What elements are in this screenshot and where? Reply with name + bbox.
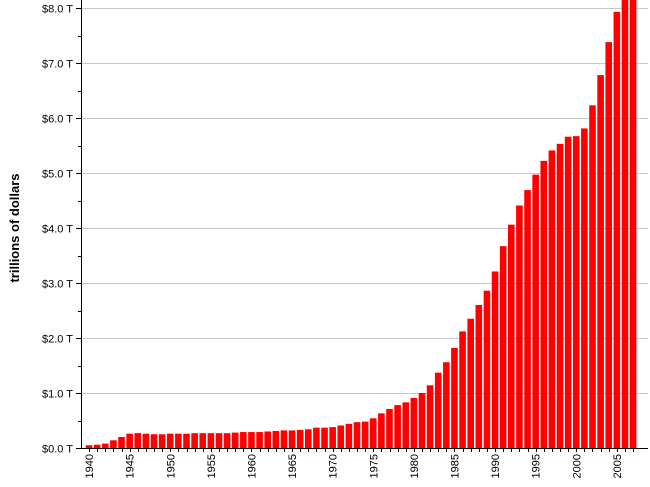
bar [93,444,101,448]
x-tick-label: 1990 [490,454,502,478]
bar [231,432,239,448]
bar [191,433,198,448]
bar [581,128,588,448]
bar [410,397,418,448]
bar [556,143,564,448]
bar [313,427,320,448]
bar [223,433,231,448]
x-tick-label: 1975 [368,454,380,478]
y-tick-label: $8.0 T [42,4,73,16]
x-tick-label: 1965 [287,454,299,478]
y-tick-label: $2.0 T [42,334,73,346]
bar [256,432,263,448]
bar [175,433,182,448]
bar [508,224,515,448]
bar [102,443,109,448]
bar [629,0,637,448]
gridlines [81,8,648,394]
bar [321,427,328,448]
y-tick-label: $5.0 T [42,169,73,181]
bar [572,136,580,448]
bar [443,362,450,448]
bar [451,347,458,448]
y-tick-label: $6.0 T [42,114,73,126]
bar [280,430,288,448]
bar [272,430,280,448]
bar [199,433,207,448]
bar [467,318,474,448]
x-tick-labels: 1940 1945 1950 1955 1960 1965 1970 1975 1980 1985… [84,454,624,478]
bar [134,433,142,448]
y-tick-label: $7.0 T [42,59,73,71]
bar [524,190,531,449]
bar [548,150,556,448]
bar [345,423,353,448]
x-tick-label: 2005 [612,454,624,478]
bar [564,136,572,448]
bar [589,105,596,448]
axes [76,0,648,452]
bar [459,331,466,448]
bar [613,11,621,448]
x-tick-label: 1955 [206,454,218,478]
bar [118,437,125,448]
bars [85,0,637,449]
bar [378,413,385,448]
bar [394,405,401,448]
bar [240,432,247,448]
bar [166,433,174,448]
y-tick-labels: $0.0 T $1.0 T $2.0 T $3.0 T $4.0 T $5.0 T $6.0… [42,4,73,456]
bar [248,432,255,448]
bar [369,418,377,448]
y-axis-title: trillions of dollars [7,173,22,282]
bar [329,427,336,448]
bar [402,402,410,448]
bar [361,421,369,448]
x-tick-label: 1995 [531,454,543,478]
x-tick-label: 1980 [409,454,421,478]
x-tick-label: 1960 [247,454,259,478]
y-tick-label: $1.0 T [42,389,73,401]
bar [337,425,345,448]
bar [597,75,604,448]
bar [426,385,434,448]
bar [491,271,499,448]
bar [418,393,426,448]
bar [483,290,491,448]
y-tick-label: $3.0 T [42,279,73,291]
bar [353,422,361,448]
x-tick-label: 1945 [125,454,137,478]
y-tick-label: $0.0 T [42,444,73,456]
bar [605,42,613,448]
x-tick-label: 1970 [328,454,340,478]
bar [499,246,507,448]
bar [126,433,133,448]
bar [183,433,190,448]
bar [158,434,166,448]
x-tick-label: 1940 [84,454,96,478]
bar [85,445,93,448]
bar [434,372,442,448]
x-tick-label: 2000 [571,454,583,478]
bar [540,160,548,448]
bar [264,431,271,448]
x-tick-label: 1950 [165,454,177,478]
bar [150,434,158,448]
x-tick-label: 1985 [450,454,462,478]
bar [621,0,629,448]
y-tick-label: $4.0 T [42,224,73,236]
bar [215,433,223,448]
bar [305,429,312,448]
bar [475,305,483,448]
bar [142,433,150,448]
bar [110,440,117,448]
bar [516,205,523,448]
bar [386,408,393,448]
bar [296,429,304,448]
bar [207,433,215,448]
bar [532,174,539,448]
bar [288,430,296,448]
